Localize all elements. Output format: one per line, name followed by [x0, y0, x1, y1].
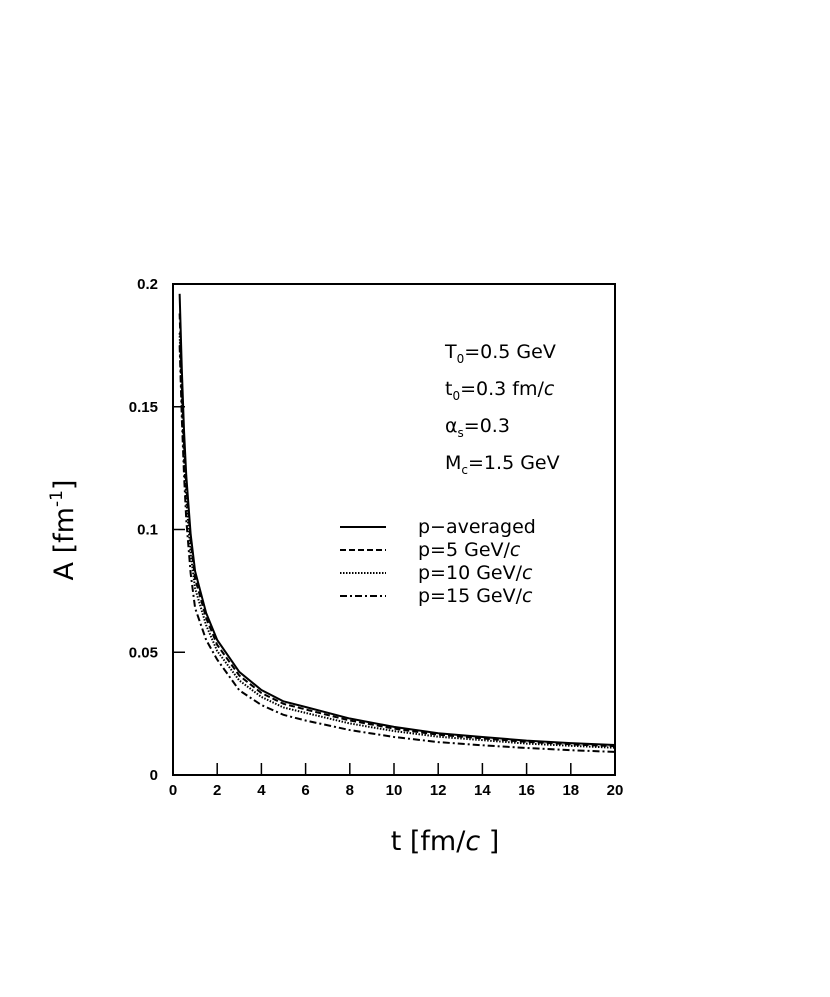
y-axis-title: A [fm-1] — [47, 480, 80, 581]
legend-label: p=5 GeV/c — [418, 539, 521, 561]
legend-name: p=10 GeV/ — [418, 562, 523, 584]
legend-label: p−averaged — [418, 516, 536, 538]
x-tick-label: 16 — [518, 782, 535, 799]
x-axis-title-tail: ] — [480, 826, 499, 857]
x-tick-label: 20 — [607, 782, 624, 799]
annotation-symbol: M — [445, 452, 461, 474]
annotation-text: =0.3 — [464, 415, 510, 437]
x-tick-label: 10 — [386, 782, 403, 799]
annotation-text: =0.3 fm/ — [460, 378, 544, 400]
annotation-symbol: α — [445, 415, 458, 437]
x-axis-title-text: t [fm/ — [391, 826, 467, 857]
y-tick-label: 0 — [150, 767, 158, 784]
legend-label: p=10 GeV/c — [418, 562, 533, 584]
annotation-italic: c — [544, 378, 555, 400]
series-line — [178, 345, 616, 753]
legend-name: p=5 GeV/ — [418, 539, 511, 561]
x-axis-title: t [fm/c ] — [391, 826, 500, 857]
series-line — [178, 313, 616, 748]
legend-italic: c — [522, 585, 533, 607]
x-tick-label: 4 — [257, 782, 266, 799]
annotation-symbol: T — [444, 341, 457, 363]
legend-italic: c — [522, 562, 533, 584]
annotation-sub: 0 — [452, 389, 460, 403]
annotation-sub: c — [461, 463, 468, 477]
x-tick-label: 18 — [562, 782, 579, 799]
legend-name: p=15 GeV/ — [418, 585, 523, 607]
series-line — [178, 333, 616, 749]
x-tick-label: 12 — [430, 782, 447, 799]
legend-name: p−averaged — [418, 516, 536, 538]
annotation: T0=0.5 GeV — [444, 341, 556, 366]
annotation-text: =0.5 GeV — [464, 341, 556, 363]
y-axis-title-tail: ] — [49, 480, 80, 491]
y-axis-title-sup: -1 — [47, 490, 67, 507]
x-tick-label: 2 — [213, 782, 221, 799]
y-tick-label: 0.2 — [137, 276, 158, 293]
y-tick-label: 0.05 — [129, 644, 158, 661]
x-tick-label: 6 — [301, 782, 309, 799]
annotation-text: =1.5 GeV — [468, 452, 560, 474]
x-tick-label: 8 — [346, 782, 354, 799]
y-tick-label: 0.15 — [129, 399, 158, 416]
annotation-sub: s — [458, 426, 464, 440]
y-axis-title-text: A [fm — [49, 507, 80, 580]
annotation-symbol: t — [445, 378, 452, 400]
annotation-sub: 0 — [457, 352, 465, 366]
legend-italic: c — [510, 539, 521, 561]
x-tick-label: 14 — [474, 782, 491, 799]
y-tick-label: 0.1 — [137, 522, 158, 539]
annotation: Mc=1.5 GeV — [445, 452, 560, 477]
legend-label: p=15 GeV/c — [418, 585, 533, 607]
annotation: t0=0.3 fm/c — [445, 378, 555, 403]
annotation: αs=0.3 — [445, 415, 510, 440]
x-tick-label: 0 — [169, 782, 177, 799]
x-axis-title-italic: c — [465, 826, 480, 857]
